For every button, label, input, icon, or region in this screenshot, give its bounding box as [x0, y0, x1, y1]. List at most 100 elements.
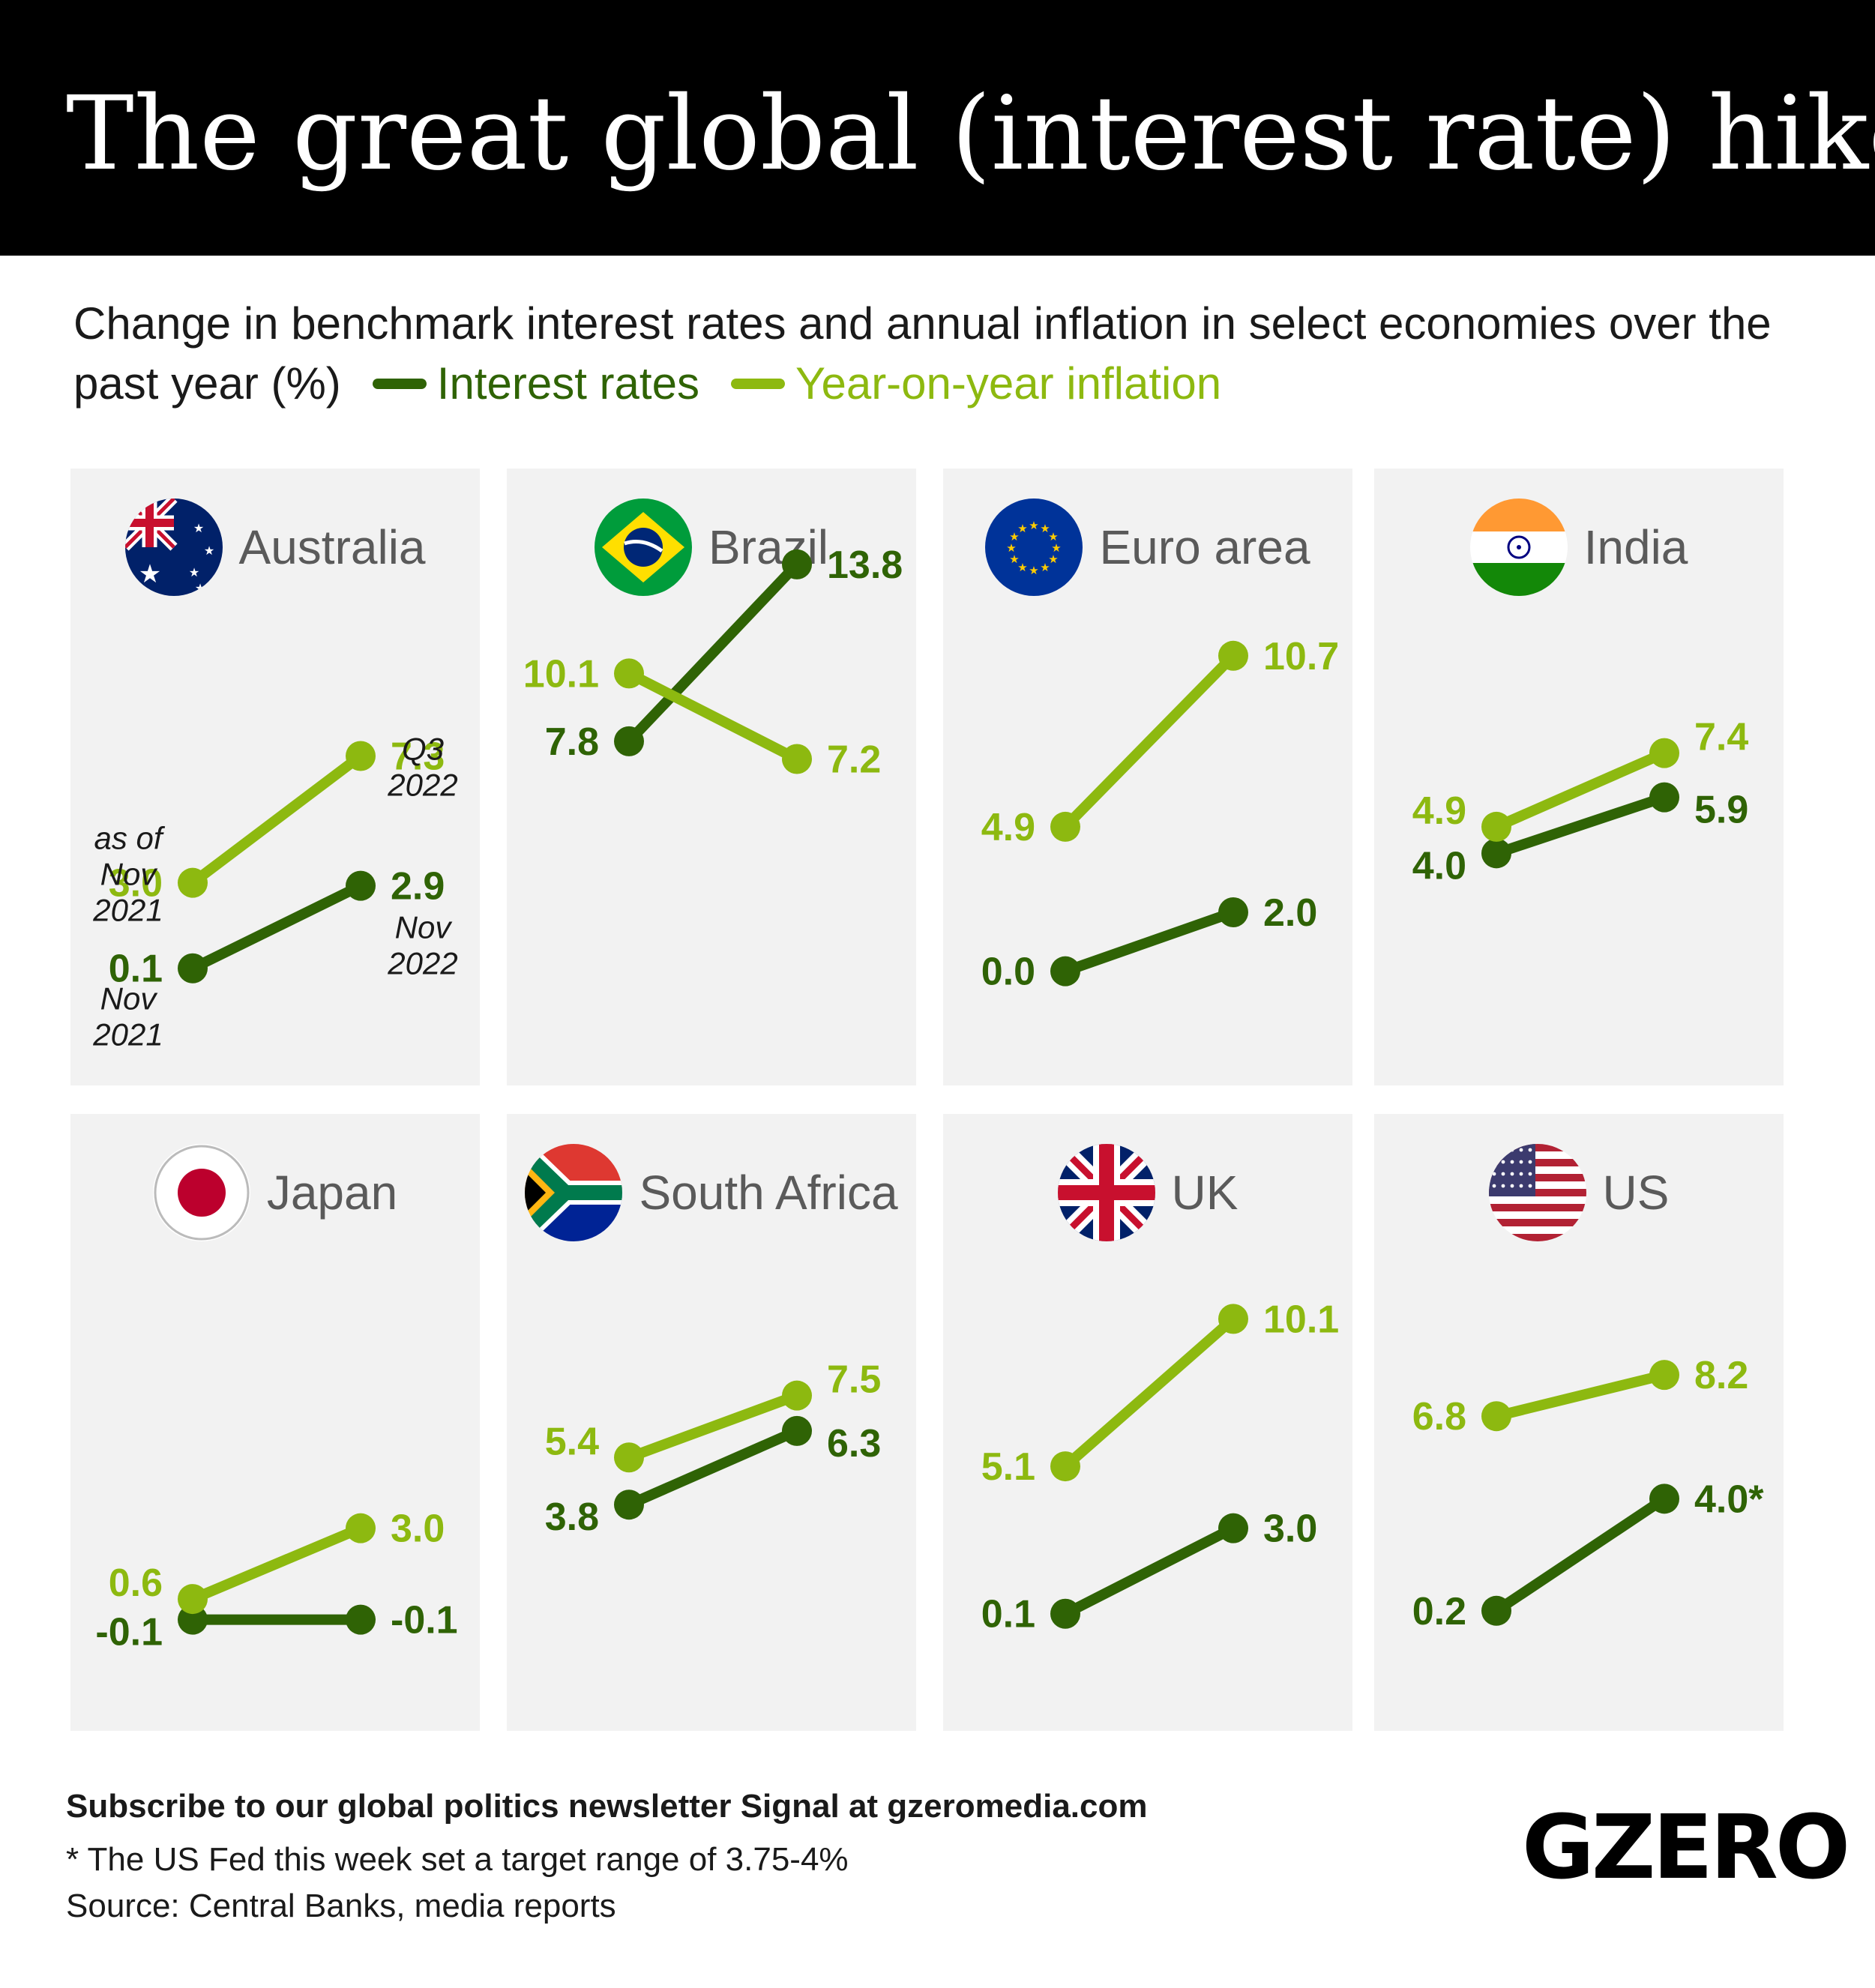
interest-start-point — [1481, 838, 1511, 868]
panel-us: US 0.2 4.0* 6.8 8.2 — [1374, 1114, 1784, 1731]
interest-start-point — [614, 1490, 644, 1519]
legend-interest: Interest rates — [373, 354, 699, 414]
panel-plot: 0.1 3.0 5.1 10.1 — [943, 1114, 1352, 1731]
panel-australia: ★ ★ ★ ★ ★ Australia 0.1 2.9 3.0 7.3 as of Nov 20… — [70, 469, 480, 1085]
panel-plot: 0.12.93.07.3as of Nov 2021Q3 2022Nov 2021Nov… — [70, 469, 480, 1085]
legend-inflation: Year-on-year inflation — [731, 354, 1221, 414]
interest-end-note: Nov 2022 — [387, 910, 457, 981]
panel-plot: 0.0 2.0 4.9 10.7 — [943, 469, 1352, 1085]
inflation-start-point — [178, 868, 208, 898]
inflation-start-point — [1481, 812, 1511, 842]
chart-title: The great global (interest rate) hike — [66, 78, 1875, 190]
interest-end-point — [782, 1416, 812, 1446]
interest-start-label: -0.1 — [95, 1611, 163, 1654]
panel-euro-area: ★ ★ ★ ★ ★ ★ ★ ★ ★ ★ ★ ★ Euro area 0.0 2.0 4.9 10.7 — [943, 469, 1352, 1085]
interest-end-point — [1218, 1513, 1248, 1543]
inflation-end-label: 7.2 — [827, 738, 881, 781]
panel-uk: UK 0.1 3.0 5.1 10.1 — [943, 1114, 1352, 1731]
panel-plot: 0.2 4.0* 6.8 8.2 — [1374, 1114, 1784, 1731]
interest-series-line — [1065, 1528, 1233, 1614]
inflation-start-point — [1050, 812, 1080, 842]
interest-start-label: 7.8 — [545, 720, 599, 764]
gzero-logo: GZERO — [1522, 1795, 1822, 1899]
inflation-start-label: 0.6 — [109, 1561, 163, 1605]
inflation-end-label: 7.5 — [827, 1358, 881, 1402]
legend-inflation-label: Year-on-year inflation — [795, 358, 1221, 409]
interest-end-point — [1649, 783, 1679, 813]
interest-start-label: 4.0 — [1412, 844, 1466, 888]
interest-end-label: 5.9 — [1694, 789, 1748, 832]
inflation-start-note: as of Nov 2021 — [92, 821, 166, 928]
legend-interest-label: Interest rates — [437, 358, 699, 409]
inflation-series-line — [193, 756, 361, 883]
inflation-end-point — [1218, 641, 1248, 671]
inflation-end-point — [1649, 738, 1679, 768]
inflation-end-point — [782, 1381, 812, 1411]
interest-end-label: 4.0* — [1694, 1478, 1764, 1521]
legend-interest-swatch — [373, 379, 427, 389]
interest-start-point — [1050, 1599, 1080, 1629]
interest-series-line — [629, 1431, 797, 1504]
interest-series-line — [193, 886, 361, 969]
panel-brazil: Brazil 7.8 13.8 10.1 7.2 — [507, 469, 916, 1085]
interest-end-label: 2.0 — [1263, 891, 1317, 935]
interest-series-line — [1496, 1498, 1664, 1610]
inflation-series-line — [1496, 753, 1664, 827]
inflation-start-point — [614, 658, 644, 688]
inflation-start-point — [614, 1442, 644, 1472]
footnote: * The US Fed this week set a target rang… — [66, 1841, 849, 1879]
interest-end-point — [1649, 1484, 1679, 1513]
interest-start-note: Nov 2021 — [92, 981, 163, 1052]
inflation-start-label: 6.8 — [1412, 1395, 1466, 1439]
panel-plot: -0.1 -0.1 0.6 3.0 — [70, 1114, 480, 1731]
inflation-series-line — [629, 1396, 797, 1458]
interest-end-label: 6.3 — [827, 1422, 881, 1466]
interest-start-label: 0.0 — [981, 951, 1035, 994]
interest-end-label: 13.8 — [827, 543, 903, 587]
panel-plot: 3.8 6.3 5.4 7.5 — [507, 1114, 916, 1731]
panel-plot: 7.8 13.8 10.1 7.2 — [507, 469, 916, 1085]
inflation-end-point — [1649, 1360, 1679, 1390]
interest-start-point — [178, 954, 208, 984]
inflation-series-line — [1065, 656, 1233, 827]
interest-series-line — [1065, 912, 1233, 972]
interest-end-point — [346, 871, 376, 901]
interest-start-point — [614, 726, 644, 756]
inflation-start-point — [1050, 1451, 1080, 1481]
inflation-start-label: 4.9 — [981, 806, 1035, 849]
interest-start-label: 0.1 — [981, 1593, 1035, 1636]
interest-end-label: 3.0 — [1263, 1507, 1317, 1551]
panel-india: India 4.0 5.9 4.9 7.4 — [1374, 469, 1784, 1085]
inflation-end-label: 7.4 — [1694, 716, 1748, 759]
interest-start-point — [1481, 1596, 1511, 1626]
inflation-start-label: 5.1 — [981, 1445, 1035, 1489]
chart-subtitle: Change in benchmark interest rates and a… — [73, 294, 1828, 414]
interest-start-point — [1050, 957, 1080, 987]
inflation-series-line — [1065, 1319, 1233, 1466]
panel-japan: Japan -0.1 -0.1 0.6 3.0 — [70, 1114, 480, 1731]
interest-start-label: 0.2 — [1412, 1590, 1466, 1633]
interest-end-point — [346, 1605, 376, 1635]
interest-end-label: -0.1 — [391, 1599, 458, 1642]
newsletter-promo: Subscribe to our global politics newslet… — [66, 1788, 1148, 1825]
panel-south-africa: South Africa 3.8 6.3 5.4 7.5 — [507, 1114, 916, 1731]
interest-end-label: 2.9 — [391, 865, 445, 909]
inflation-end-label: 10.7 — [1263, 635, 1339, 678]
legend-inflation-swatch — [731, 379, 785, 389]
inflation-start-label: 4.9 — [1412, 789, 1466, 833]
interest-end-point — [1218, 897, 1248, 927]
inflation-end-point — [1218, 1304, 1248, 1334]
source-line: Source: Central Banks, media reports — [66, 1888, 616, 1925]
interest-start-label: 3.8 — [545, 1495, 599, 1539]
inflation-start-point — [178, 1584, 208, 1614]
inflation-end-point — [346, 1513, 376, 1543]
inflation-start-label: 5.4 — [545, 1420, 599, 1463]
inflation-end-label: 8.2 — [1694, 1354, 1748, 1397]
inflation-end-label: 10.1 — [1263, 1298, 1339, 1341]
interest-end-point — [782, 549, 812, 579]
inflation-series-line — [1496, 1375, 1664, 1416]
interest-series-line — [1496, 798, 1664, 854]
inflation-end-label: 3.0 — [391, 1507, 445, 1551]
inflation-start-point — [1481, 1401, 1511, 1431]
panel-plot: 4.0 5.9 4.9 7.4 — [1374, 469, 1784, 1085]
